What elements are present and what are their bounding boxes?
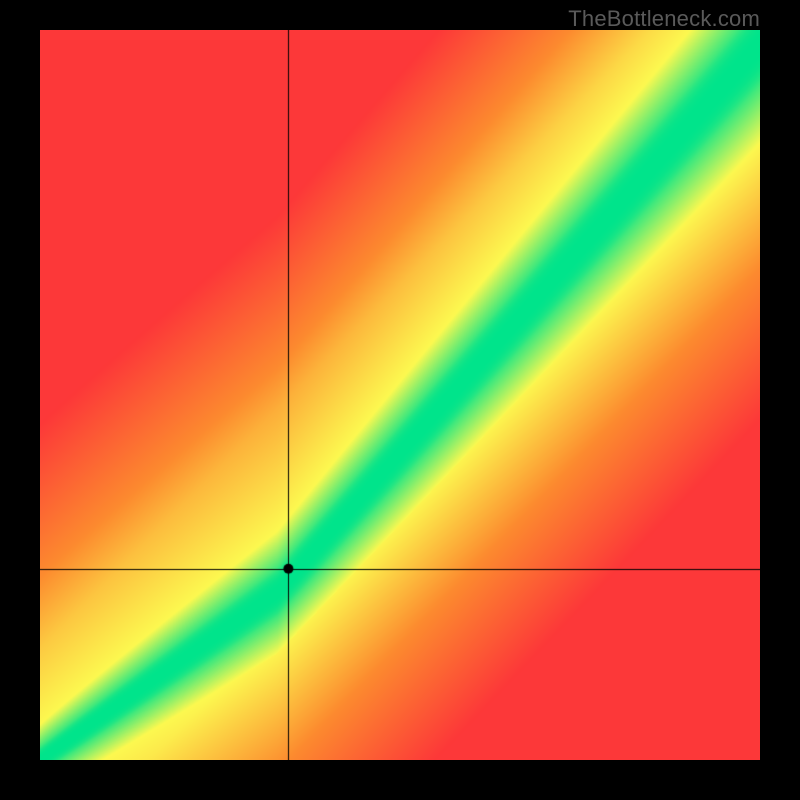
chart-container: TheBottleneck.com bbox=[0, 0, 800, 800]
heatmap-plot bbox=[40, 30, 760, 760]
heatmap-canvas bbox=[40, 30, 760, 760]
watermark-label: TheBottleneck.com bbox=[568, 6, 760, 32]
